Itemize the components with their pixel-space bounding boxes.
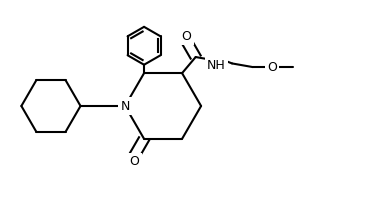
Text: O: O xyxy=(267,61,277,74)
Text: O: O xyxy=(130,155,140,168)
Text: NH: NH xyxy=(207,59,226,72)
Text: O: O xyxy=(182,30,192,43)
Text: N: N xyxy=(120,99,130,113)
